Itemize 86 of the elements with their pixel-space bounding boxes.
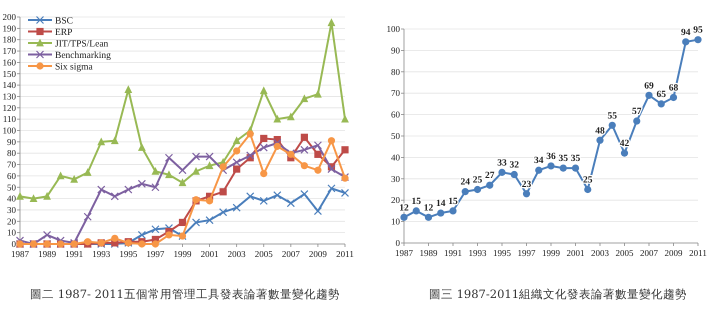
y-tick-label: 10 [391,216,400,227]
y-tick-label: 20 [7,216,16,226]
data-label: 27 [485,171,495,182]
y-tick-label: 60 [391,110,400,120]
x-tick-label: 1999 [542,248,560,258]
y-tick-label: 0 [12,239,16,249]
x-tick-label: 2005 [254,249,274,259]
x-tick-label: 1997 [518,248,536,258]
x-tick-label: 2001 [200,249,219,259]
data-label: 55 [608,111,618,122]
y-tick-label: 50 [391,131,400,141]
x-tick-label: 1987 [11,249,30,259]
x-tick-label: 1995 [493,248,512,258]
y-tick-label: 70 [391,88,400,98]
y-tick-label: 30 [391,174,400,184]
data-label: 35 [558,154,568,164]
y-tick-label: 60 [7,170,16,181]
y-tick-label: 50 [7,182,16,192]
y-tick-label: 30 [7,204,16,215]
x-tick-label: 1993 [92,249,111,259]
data-label: 35 [570,154,580,164]
data-label: 34 [534,156,544,166]
data-label: 25 [472,176,482,186]
x-tick-label: 2003 [228,249,246,259]
y-tick-label: 90 [7,136,16,147]
data-label: 24 [460,178,470,188]
data-label: 12 [399,203,409,214]
y-tick-label: 40 [391,152,400,162]
data-label: 48 [595,126,605,136]
x-tick-label: 1991 [65,249,84,259]
data-label: 15 [412,196,422,207]
y-tick-label: 10 [7,228,16,238]
data-label: 65 [656,90,666,100]
y-tick-label: 130 [2,91,16,102]
y-tick-label: 100 [386,24,400,34]
y-tick-label: 170 [2,46,16,56]
y-tick-label: 80 [391,66,400,77]
y-tick-label: 40 [7,194,16,204]
legend-label: Benchmarking [55,51,112,61]
data-label: 95 [693,26,703,36]
data-label: 36 [546,152,556,162]
x-tick-label: 2009 [308,249,328,259]
x-tick-label: 1993 [468,248,487,258]
data-label: 14 [436,199,446,210]
x-tick-label: 1999 [174,249,192,259]
y-tick-label: 80 [7,148,16,158]
x-tick-label: 2011 [336,249,354,259]
x-tick-label: 2001 [566,248,584,258]
text: 圖三 1987-2011組織文化發表論著數量變化趨勢 [428,287,688,301]
y-tick-label: 120 [2,102,16,113]
data-label: 15 [448,196,458,207]
x-tick-label: 1989 [420,248,438,258]
y-tick-label: 160 [2,57,16,68]
y-tick-label: 20 [391,195,400,206]
data-label: 12 [424,203,434,214]
y-tick-label: 90 [391,45,400,56]
x-tick-label: 2007 [640,248,658,258]
x-tick-label: 2009 [664,248,683,258]
legend-label: Six sigma [55,62,94,72]
legend-label: ERP [55,28,72,38]
y-tick-label: 190 [2,23,16,34]
legend-label: BSC [55,16,73,26]
y-tick-label: 180 [2,34,16,45]
data-label: 33 [497,158,507,168]
y-tick-label: 200 [2,12,16,22]
data-label: 32 [510,160,520,171]
y-tick-label: 110 [2,114,16,124]
data-label: 69 [644,81,654,92]
text: 圖二 1987- 2011五個常用管理工具發表論著數量變化趨勢 [30,287,340,301]
y-tick-label: 140 [2,80,16,90]
x-tick-label: 1991 [444,248,462,258]
x-tick-label: 2011 [689,248,707,258]
y-tick-label: 150 [2,68,16,79]
data-label: 23 [522,180,532,190]
x-tick-label: 1987 [395,248,414,258]
x-tick-label: 1989 [38,249,57,259]
y-tick-label: 70 [7,160,16,170]
legend-label: JIT/TPS/Lean [55,40,109,50]
x-tick-label: 1995 [119,249,138,259]
x-tick-label: 2003 [591,248,610,258]
x-tick-label: 2005 [616,248,634,258]
x-tick-label: 2007 [282,249,300,259]
x-tick-label: 1997 [146,249,165,259]
y-tick-label: 0 [396,238,400,248]
data-label: 94 [681,28,691,38]
y-tick-label: 100 [2,126,16,136]
